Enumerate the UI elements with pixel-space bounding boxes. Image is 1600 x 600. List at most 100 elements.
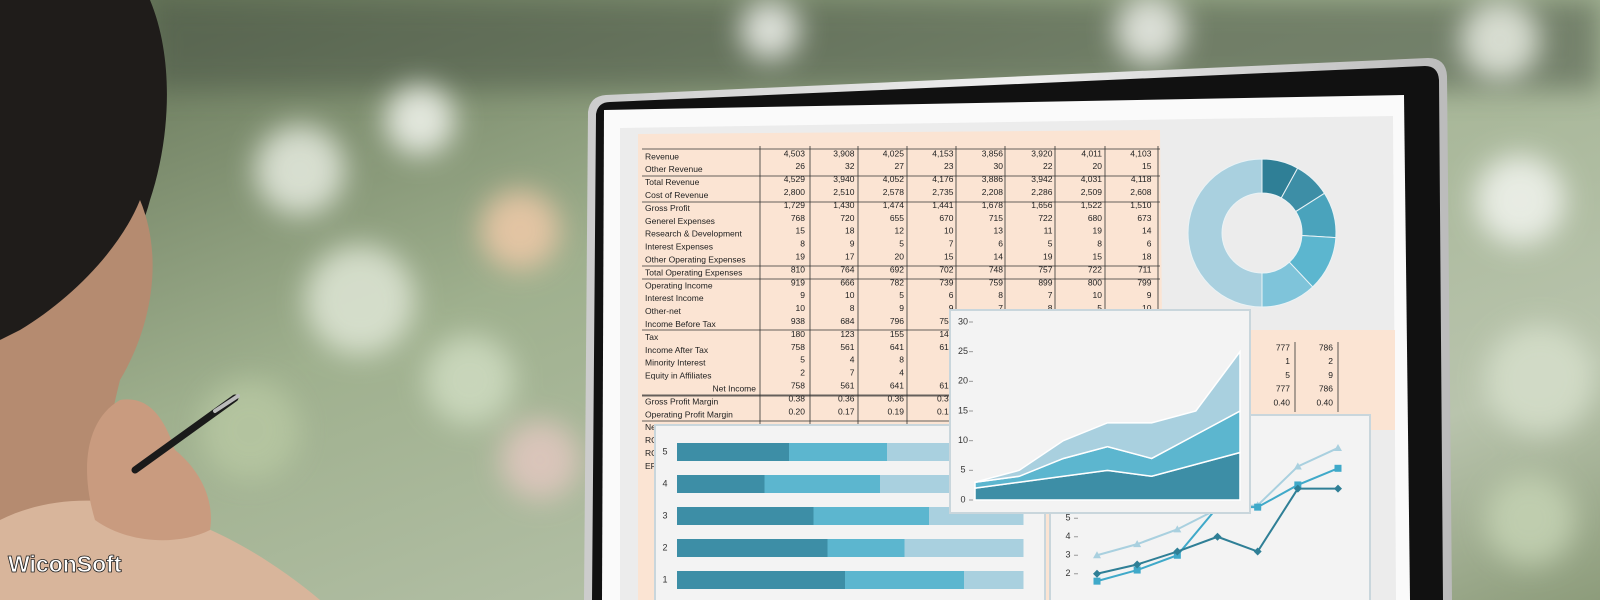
row-label: Other Operating Expenses: [645, 254, 746, 264]
bar-segment: [764, 475, 880, 493]
cell-value: 7: [850, 368, 855, 378]
row-label: EPS: [645, 461, 662, 471]
cell-value: 748: [989, 264, 1003, 274]
cell-value: 758: [791, 380, 805, 390]
cell-value: 722: [1088, 264, 1102, 274]
cell-value: 561: [840, 380, 854, 390]
cell-value: 782: [890, 277, 904, 287]
cell-value: 720: [840, 213, 854, 223]
cell-value: 2,608: [1130, 187, 1152, 197]
cell-value: 722: [1038, 213, 1052, 223]
cell-value: 9: [800, 290, 805, 300]
cell-value: 800: [1088, 277, 1102, 287]
cell-value: 0.36: [838, 393, 855, 403]
cell-value: 754: [939, 316, 953, 326]
cell-value: 612: [939, 342, 953, 352]
bar-segment: [904, 539, 1024, 557]
row-label: Other-net: [645, 306, 682, 316]
cell-value: 2,509: [1081, 187, 1103, 197]
cell-value: 612: [939, 380, 953, 390]
cell-value: 2: [800, 368, 805, 378]
table-fragment: 777 786 1 2 5 9 777 786 0.40 0.40: [1244, 342, 1339, 412]
cell-value: 9: [949, 303, 954, 313]
y-tick-label: 20: [958, 376, 968, 386]
cell-value: 1,441: [932, 200, 954, 210]
cell-value: 786: [1319, 342, 1333, 352]
bar-segment: [964, 571, 1024, 589]
row-label: Equity in Affiliates: [645, 371, 711, 381]
row-label: Operating Profit Margin: [645, 409, 733, 419]
cell-value: 19: [1093, 226, 1103, 236]
point: [1093, 569, 1101, 578]
cell-value: 123: [840, 329, 854, 339]
bar-segment: [677, 539, 828, 557]
cell-value: 759: [989, 277, 1003, 287]
bar-segment: [789, 443, 887, 461]
row-label: Interest Income: [645, 293, 704, 303]
cell-value: 4,118: [1131, 174, 1152, 184]
cell-value: 4: [899, 368, 904, 378]
cell-value: 5: [800, 355, 805, 365]
cell-value: 7: [998, 303, 1003, 313]
bar-segment: [677, 443, 789, 461]
cell-value: 5: [899, 239, 904, 249]
cell-value: 702: [939, 264, 953, 274]
cell-value: 1,510: [1130, 200, 1152, 210]
cell-value: 0.40: [1273, 397, 1290, 407]
row-label: Generel Expenses: [645, 216, 715, 226]
cell-value: 4,503: [784, 148, 806, 158]
screen-content: Revenue Other Revenue Total Revenue Cost of…: [642, 146, 1371, 600]
cell-value: 3,856: [982, 148, 1004, 158]
point: [1173, 525, 1182, 533]
cell-value: 764: [840, 264, 854, 274]
cell-value: 7: [1048, 290, 1053, 300]
cell-value: 666: [840, 277, 854, 287]
y-tick-label: 4: [662, 478, 667, 488]
y-tick-label: 2: [1065, 568, 1070, 578]
y-tick-label: 30: [958, 316, 968, 326]
point: [1093, 577, 1101, 585]
cell-value: 680: [1088, 213, 1102, 223]
cell-value: 8: [899, 355, 904, 365]
cell-value: 9: [1147, 290, 1152, 300]
cell-value: 810: [791, 264, 805, 274]
cell-value: 684: [840, 316, 854, 326]
row-label: Total Revenue: [645, 177, 700, 187]
cell-value: 14: [1142, 226, 1152, 236]
cell-value: 777: [1276, 384, 1290, 394]
cell-value: 8: [800, 239, 805, 249]
cell-value: 6: [949, 290, 954, 300]
cell-value: 919: [791, 277, 805, 287]
row-label: Net: [645, 422, 659, 432]
cell-value: 18: [1142, 251, 1152, 261]
row-label: Research & Development: [645, 229, 742, 239]
point: [1213, 532, 1222, 541]
cell-value: 3,942: [1031, 174, 1053, 184]
row-label: Other Revenue: [645, 164, 703, 174]
cell-value: 0.17: [838, 406, 855, 416]
cell-value: 786: [1319, 384, 1333, 394]
cell-value: 180: [791, 329, 805, 339]
point: [1334, 484, 1342, 493]
cell-value: 8: [1097, 239, 1102, 249]
cell-value: 26: [796, 161, 806, 171]
bar-segment: [677, 571, 845, 589]
cell-value: 13: [994, 226, 1004, 236]
y-tick-label: 15: [958, 405, 968, 415]
cell-value: 19: [1043, 251, 1053, 261]
point: [1173, 547, 1182, 556]
y-tick-label: 3: [662, 510, 667, 520]
row-label: Revenue: [645, 151, 679, 161]
cell-value: 0.40: [1316, 397, 1333, 407]
cell-value: 10: [845, 290, 855, 300]
cell-value: 155: [890, 329, 904, 339]
row-label: Minority Interest: [645, 358, 706, 368]
cell-value: 9: [850, 239, 855, 249]
point: [1293, 462, 1302, 470]
cell-value: 4,031: [1081, 174, 1103, 184]
row-label: Cost of Revenue: [645, 190, 709, 200]
cell-value: 0.36: [887, 393, 904, 403]
cell-value: 18: [845, 226, 855, 236]
cell-value: 17: [845, 251, 855, 261]
cell-value: 23: [944, 161, 954, 171]
